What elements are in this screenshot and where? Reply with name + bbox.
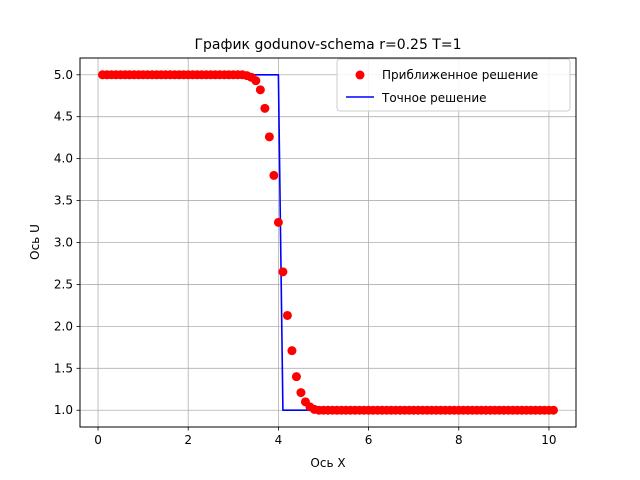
legend-label-exact: Точное решение — [381, 91, 487, 105]
chart-title: График godunov-schema r=0.25 T=1 — [194, 37, 461, 53]
y-tick-label: 3.0 — [54, 236, 73, 250]
x-tick-label: 2 — [184, 433, 192, 447]
ticks: 0 2 4 6 8 10 1.0 1.5 2.0 2.5 3.0 3.5 4.0 4.5 5.0 — [54, 68, 557, 447]
legend-marker-approx — [355, 70, 365, 80]
scatter-point — [273, 217, 283, 227]
scatter-point — [296, 388, 306, 398]
legend-label-approx: Приближенное решение — [382, 68, 538, 82]
scatter-point — [269, 170, 279, 180]
y-tick-label: 4.0 — [54, 152, 73, 166]
y-tick-label: 1.5 — [54, 361, 73, 375]
scatter-point — [291, 372, 301, 382]
y-tick-label: 1.0 — [54, 403, 73, 417]
scatter-point — [255, 85, 265, 95]
scatter-layer — [98, 70, 558, 415]
scatter-point — [264, 132, 274, 142]
scatter-point — [287, 346, 297, 356]
y-tick-label: 2.0 — [54, 319, 73, 333]
y-axis-title: Ось U — [28, 224, 42, 260]
x-tick-label: 8 — [455, 433, 463, 447]
x-tick-label: 0 — [94, 433, 102, 447]
scatter-point — [251, 76, 261, 86]
scatter-point — [282, 310, 292, 320]
y-tick-label: 3.5 — [54, 194, 73, 208]
x-tick-label: 6 — [365, 433, 373, 447]
x-tick-label: 10 — [541, 433, 556, 447]
scatter-point — [260, 103, 270, 113]
y-tick-label: 2.5 — [54, 277, 73, 291]
scatter-point — [548, 405, 558, 415]
x-axis-title: Ось X — [310, 456, 345, 470]
legend-box — [336, 58, 571, 112]
y-tick-label: 5.0 — [54, 68, 73, 82]
legend: Приближенное решение Точное решение — [336, 58, 571, 112]
scatter-point — [278, 267, 288, 277]
y-tick-label: 4.5 — [54, 110, 73, 124]
x-tick-label: 4 — [275, 433, 283, 447]
